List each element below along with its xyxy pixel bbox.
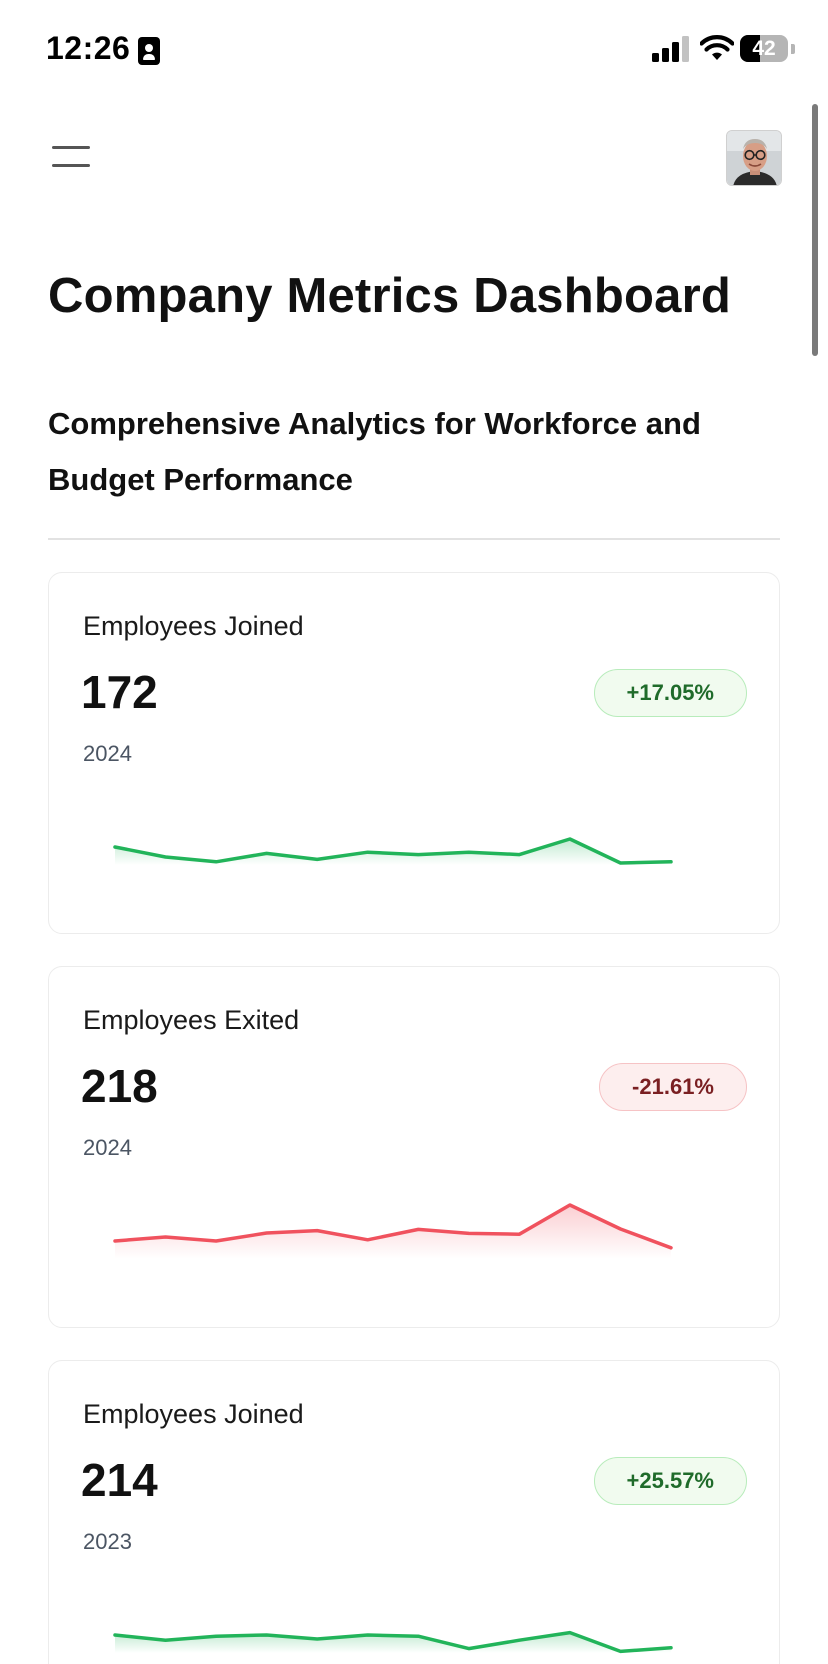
sparkline-line: [113, 1630, 673, 1654]
cellular-signal-icon: [652, 36, 689, 62]
card-value: 214: [81, 1454, 158, 1506]
status-bar: 12:26 42: [0, 0, 828, 100]
menu-line: [52, 164, 90, 167]
battery-icon: 42: [740, 35, 788, 62]
metric-card-employees-joined-2024[interactable]: Employees Joined 172 2024 +17.05%: [48, 572, 780, 934]
page-scrollbar[interactable]: [812, 104, 818, 356]
status-time: 12:26: [46, 30, 131, 66]
battery-level-fill: [740, 35, 761, 62]
section-divider: [48, 538, 780, 540]
page-subtitle: Comprehensive Analytics for Workforce an…: [48, 406, 701, 497]
page-title: Company Metrics Dashboard: [48, 269, 731, 323]
sparkline-area: [115, 1205, 671, 1259]
sparkline-chart: [113, 837, 673, 865]
change-badge: -21.61%: [599, 1063, 747, 1111]
menu-line: [52, 146, 90, 149]
change-badge: +25.57%: [593, 1457, 747, 1505]
card-year: 2024: [83, 741, 132, 766]
card-value: 218: [81, 1060, 158, 1112]
card-year: 2024: [83, 1135, 132, 1160]
sparkline-chart: [113, 1203, 673, 1259]
card-year: 2023: [83, 1529, 132, 1554]
change-badge: +17.05%: [593, 669, 747, 717]
card-value: 172: [81, 666, 158, 718]
sparkline-area: [115, 1632, 671, 1653]
metric-card-employees-joined-2023[interactable]: Employees Joined 214 2023 +25.57%: [48, 1360, 780, 1664]
battery-tip: [791, 44, 795, 54]
contact-card-icon: [138, 37, 160, 65]
card-label: Employees Exited: [83, 1005, 300, 1035]
metric-card-employees-exited-2024[interactable]: Employees Exited 218 2024 -21.61%: [48, 966, 780, 1328]
sparkline-line: [113, 1203, 673, 1250]
sparkline-area: [115, 839, 671, 865]
battery-percentage: 42: [752, 37, 776, 60]
user-avatar[interactable]: [726, 130, 782, 186]
sparkline-chart: [113, 1630, 673, 1654]
hamburger-menu-icon[interactable]: [46, 136, 94, 176]
card-label: Employees Joined: [83, 1399, 304, 1429]
sparkline-line: [113, 837, 673, 865]
card-label: Employees Joined: [83, 611, 304, 641]
wifi-icon: [700, 35, 734, 60]
avatar-image: [727, 131, 781, 185]
